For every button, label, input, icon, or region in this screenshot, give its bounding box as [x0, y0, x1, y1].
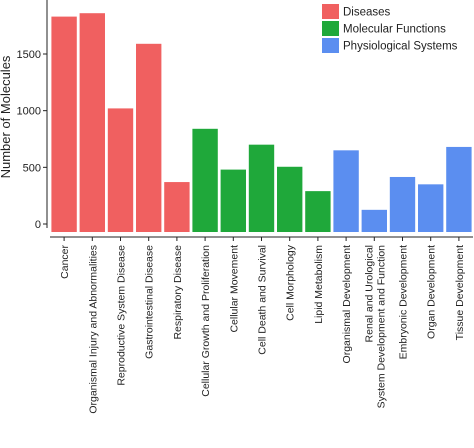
legend-swatch: [322, 4, 339, 19]
x-tick-label: Cancer: [59, 245, 71, 279]
bar: [389, 176, 416, 232]
x-tick-label: Cellular Movement: [228, 245, 240, 333]
x-tick-label: Cell Death and Survival: [257, 245, 269, 355]
x-tick-label: Cell Morphology: [285, 244, 297, 321]
bar: [164, 182, 190, 232]
y-tick-label: 0: [35, 219, 41, 231]
bar: [192, 128, 218, 232]
y-tick-label: 500: [23, 162, 41, 174]
bar: [107, 108, 134, 232]
legend: Diseases Molecular Functions Physiological…: [322, 4, 458, 53]
bar: [248, 144, 275, 232]
bar: [277, 166, 303, 232]
legend-label: Physiological Systems: [343, 41, 458, 53]
x-tick-label: Gastrointestinal Disease: [144, 245, 156, 359]
bar: [51, 16, 77, 232]
x-tick-label: Organ Development: [426, 245, 438, 339]
y-tick-label: 1500: [17, 49, 41, 61]
bar: [79, 13, 105, 233]
legend-swatch: [322, 38, 339, 53]
bar: [220, 169, 246, 232]
x-tick-label: Lipid Metabolism: [313, 245, 325, 324]
legend-swatch: [322, 21, 339, 36]
x-tick-label: Renal and UrologicalSystem Development a…: [363, 245, 387, 409]
x-tick-label: Tissue Development: [454, 245, 466, 340]
y-axis-title: Number of Molecules: [0, 55, 13, 178]
x-tick-label: Respiratory Disease: [172, 245, 184, 340]
legend-label: Diseases: [343, 7, 391, 19]
x-tick-label: Reproductive System Disease: [116, 245, 128, 386]
y-tick-label: 1000: [17, 106, 41, 118]
x-axis: Cancer Organismal Injury and Abnormalitie…: [50, 236, 473, 414]
bar: [305, 191, 331, 232]
x-tick-label: Embryonic Development: [398, 245, 410, 359]
bar: [418, 184, 444, 232]
bar: [361, 209, 387, 232]
bar: [333, 150, 359, 232]
x-tick-label: Cellular Growth and Proliferation: [200, 245, 212, 397]
x-tick-label: Organismal Development: [341, 245, 353, 364]
legend-label: Molecular Functions: [343, 24, 446, 36]
bar: [446, 146, 472, 232]
x-tick-label: Organismal Injury and Abnormalities: [87, 245, 99, 414]
bar: [136, 43, 162, 232]
bars-group: [51, 13, 472, 233]
y-axis: 0 500 1000 1500: [17, 0, 48, 231]
